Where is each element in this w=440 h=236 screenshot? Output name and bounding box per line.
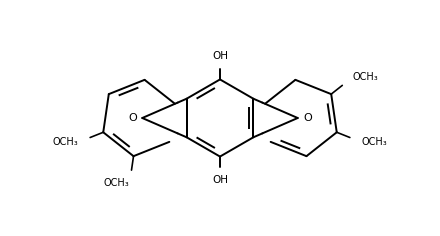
Text: OCH₃: OCH₃ bbox=[52, 137, 78, 147]
Text: O: O bbox=[128, 113, 137, 123]
Text: OH: OH bbox=[212, 51, 228, 61]
Text: OCH₃: OCH₃ bbox=[104, 178, 130, 188]
Text: OCH₃: OCH₃ bbox=[362, 137, 388, 147]
Text: OCH₃: OCH₃ bbox=[352, 72, 378, 82]
Text: O: O bbox=[303, 113, 312, 123]
Text: OH: OH bbox=[212, 175, 228, 185]
